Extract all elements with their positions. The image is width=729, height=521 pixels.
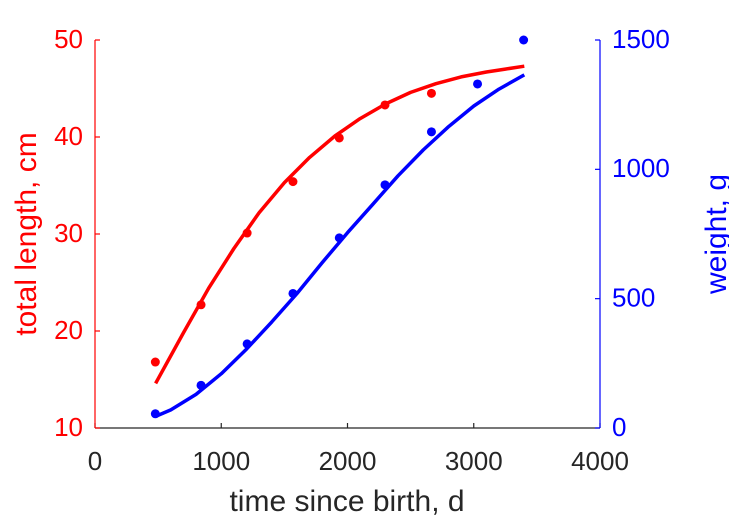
right-y-tick-label: 500 xyxy=(612,283,655,313)
weight-data-point xyxy=(473,79,483,89)
x-tick-label: 2000 xyxy=(319,446,377,476)
x-ticks: 0 1000 2000 3000 4000 xyxy=(88,423,629,476)
left-y-tick-label: 30 xyxy=(54,218,83,248)
x-tick-label: 3000 xyxy=(445,446,503,476)
weight-data-point xyxy=(519,35,529,45)
x-tick-label: 1000 xyxy=(192,446,250,476)
weight-fit-line xyxy=(154,73,526,419)
weight-data-point xyxy=(196,380,206,390)
right-y-tick-label: 0 xyxy=(612,412,626,442)
length-data-point xyxy=(288,177,298,187)
length-data-point xyxy=(196,300,206,310)
weight-data-point xyxy=(334,233,344,243)
x-tick-label: 4000 xyxy=(571,446,629,476)
length-data-point xyxy=(242,228,252,238)
length-data-point xyxy=(334,133,344,143)
left-y-tick-label: 10 xyxy=(54,412,83,442)
length-data-point xyxy=(380,100,390,110)
left-y-axis: 10 20 30 40 50 xyxy=(54,24,100,442)
left-y-tick-label: 20 xyxy=(54,315,83,345)
length-fit-line xyxy=(154,64,525,385)
x-axis-title: time since birth, d xyxy=(229,485,464,518)
right-y-tick-label: 1000 xyxy=(612,153,670,183)
plot-area xyxy=(150,35,529,419)
right-y-tick-label: 1500 xyxy=(612,24,670,54)
length-data-point xyxy=(150,357,160,367)
weight-data-point xyxy=(380,180,390,190)
weight-data-point xyxy=(242,339,252,349)
weight-data-point xyxy=(288,288,298,298)
weight-data-point xyxy=(150,409,160,419)
x-axis: 0 1000 2000 3000 4000 xyxy=(88,423,629,476)
right-y-axis: 0 500 1000 1500 xyxy=(595,24,670,442)
right-y-axis-title: weight, g xyxy=(700,174,729,295)
right-y-ticks: 0 500 1000 1500 xyxy=(595,24,670,442)
x-tick-label: 0 xyxy=(88,446,102,476)
left-y-tick-label: 40 xyxy=(54,121,83,151)
length-data-point xyxy=(426,88,436,98)
left-y-ticks: 10 20 30 40 50 xyxy=(54,24,100,442)
weight-data-point xyxy=(426,127,436,137)
data-points xyxy=(150,35,529,419)
fit-lines xyxy=(154,64,526,419)
left-y-tick-label: 50 xyxy=(54,24,83,54)
left-y-axis-title: total length, cm xyxy=(10,132,43,335)
